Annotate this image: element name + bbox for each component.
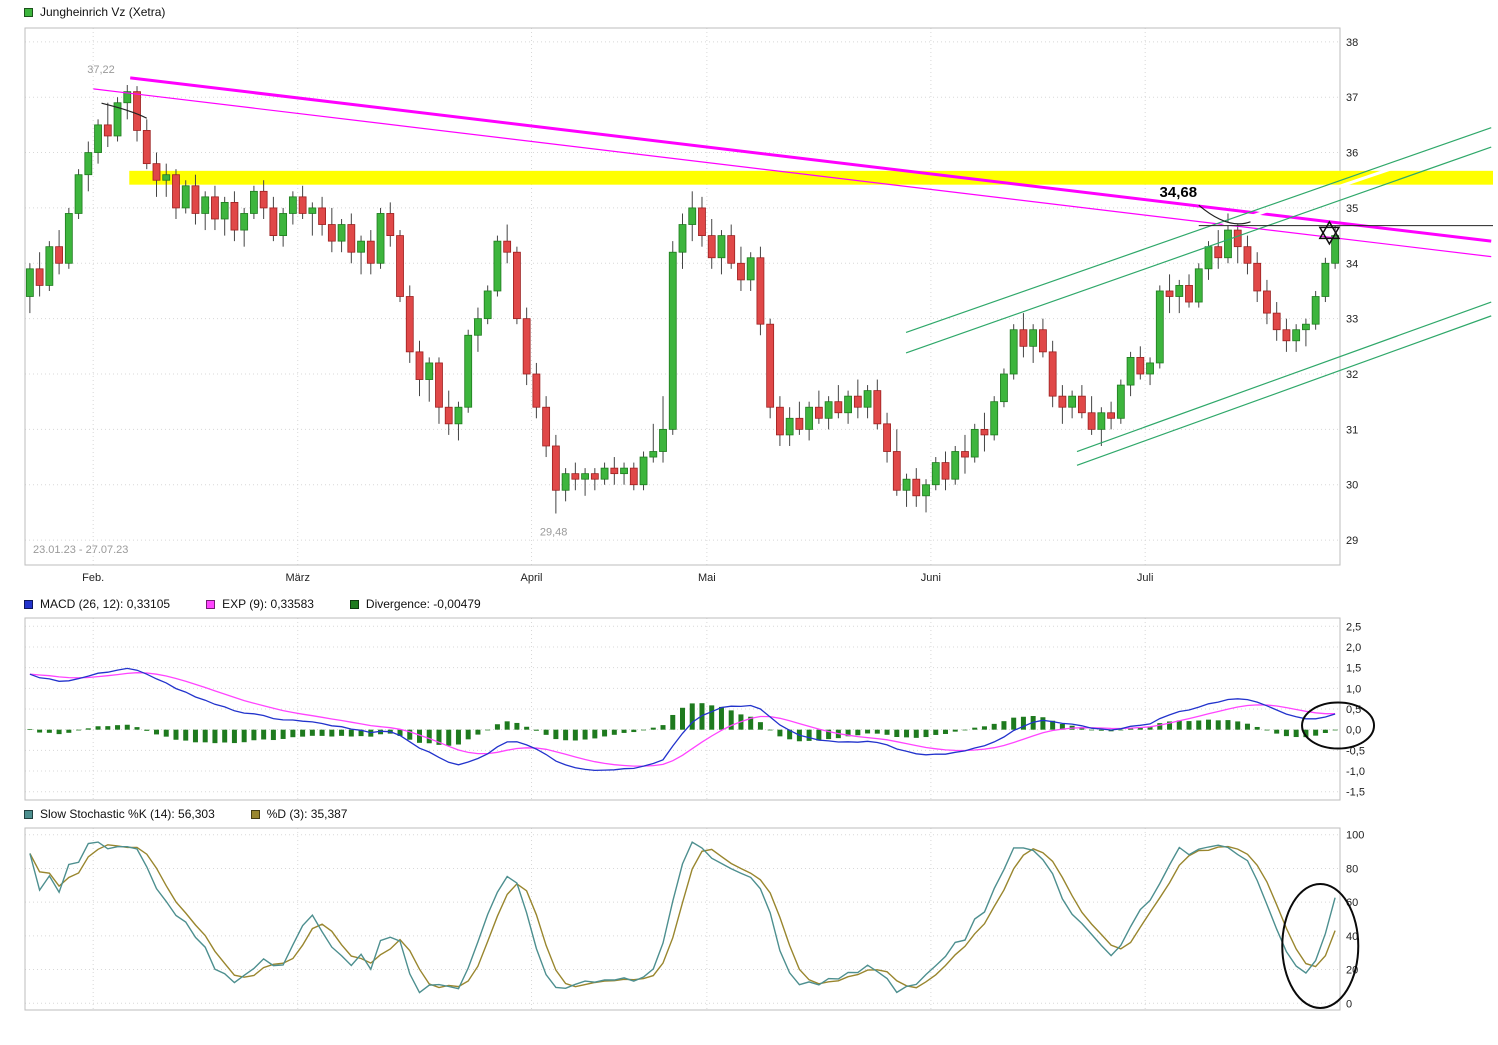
price-series-swatch (24, 7, 33, 17)
stochastic-legend: Slow Stochastic %K (14): 56,303 %D (3): … (24, 807, 347, 821)
svg-text:29: 29 (1346, 535, 1358, 547)
macd-series-swatch (24, 599, 33, 609)
macd-legend-item: MACD (26, 12): 0,33105 (24, 597, 170, 611)
price-grid: 29 30 31 32 33 34 35 36 37 38 Feb. März April Mai Juni… (24, 27, 1358, 584)
stoch-k-series-label: Slow Stochastic %K (14): 56,303 (40, 807, 215, 821)
stoch-k-legend-item: Slow Stochastic %K (14): 56,303 (24, 807, 215, 821)
svg-text:32: 32 (1346, 369, 1358, 381)
svg-text:Mai: Mai (698, 572, 716, 584)
exp-series-label: EXP (9): 0,33583 (222, 597, 314, 611)
svg-text:80: 80 (1346, 863, 1358, 875)
svg-text:0: 0 (1346, 998, 1352, 1010)
macd-lines (29, 667, 1336, 772)
svg-text:0,0: 0,0 (1346, 725, 1361, 737)
svg-text:30: 30 (1346, 480, 1358, 492)
svg-text:-0,5: -0,5 (1346, 745, 1365, 757)
divergence-series-swatch (349, 599, 359, 609)
divergence-legend-item: Divergence: -0,00479 (349, 597, 481, 611)
price-annotations: 37,22 29,48 34,68 23.01.23 - 27.07.23 (33, 64, 1251, 556)
svg-text:33: 33 (1346, 314, 1358, 326)
exp-series-swatch (206, 599, 216, 609)
price-chart-title: Jungheinrich Vz (Xetra) (40, 5, 166, 19)
svg-text:34: 34 (1346, 258, 1358, 270)
svg-text:1,0: 1,0 (1346, 683, 1361, 695)
price-chart-canvas: 29 30 31 32 33 34 35 36 37 38 Feb. März April Mai Juni… (24, 27, 1493, 584)
svg-text:35: 35 (1346, 203, 1358, 215)
svg-text:29,48: 29,48 (540, 527, 568, 539)
stoch-d-series-label: %D (3): 35,387 (266, 807, 348, 821)
macd-chart-canvas: 2,52,01,51,00,50,0-0,5-1,0-1,5 (24, 617, 1376, 801)
svg-text:37: 37 (1346, 92, 1358, 104)
svg-text:2,5: 2,5 (1346, 621, 1361, 633)
resistance-band (129, 170, 1493, 185)
stoch-d-series-swatch (250, 809, 260, 819)
svg-text:23.01.23 - 27.07.23: 23.01.23 - 27.07.23 (33, 544, 128, 556)
svg-text:34,68: 34,68 (1160, 184, 1198, 201)
stochastic-highlight-circle (1281, 882, 1360, 1009)
star-marker (1318, 220, 1341, 246)
svg-text:März: März (286, 572, 310, 584)
price-legend-item: Jungheinrich Vz (Xetra) (24, 5, 165, 19)
divergence-histogram (27, 703, 1338, 746)
svg-text:40: 40 (1346, 931, 1358, 943)
exp-legend-item: EXP (9): 0,33583 (206, 597, 314, 611)
svg-text:Juni: Juni (921, 572, 941, 584)
svg-text:-1,5: -1,5 (1346, 787, 1365, 799)
stoch-d-legend-item: %D (3): 35,387 (250, 807, 348, 821)
svg-text:37,22: 37,22 (87, 64, 115, 76)
svg-text:April: April (521, 572, 543, 584)
svg-text:36: 36 (1346, 148, 1358, 160)
candlesticks (25, 85, 1340, 514)
trend-lines (93, 76, 1492, 466)
macd-highlight-circle (1301, 701, 1376, 750)
macd-legend: MACD (26, 12): 0,33105 EXP (9): 0,33583 … (24, 597, 481, 611)
svg-text:100: 100 (1346, 830, 1364, 842)
svg-text:38: 38 (1346, 37, 1358, 49)
svg-text:Juli: Juli (1137, 572, 1154, 584)
price-chart-legend: Jungheinrich Vz (Xetra) (24, 5, 165, 19)
macd-grid: 2,52,01,51,00,50,0-0,5-1,0-1,5 (24, 617, 1365, 801)
stoch-k-series-swatch (24, 809, 33, 819)
svg-text:-1,0: -1,0 (1346, 766, 1365, 778)
divergence-series-label: Divergence: -0,00479 (365, 597, 481, 611)
svg-text:31: 31 (1346, 424, 1358, 436)
svg-text:2,0: 2,0 (1346, 642, 1361, 654)
svg-text:Feb.: Feb. (82, 572, 104, 584)
svg-text:1,5: 1,5 (1346, 663, 1361, 675)
stochastic-lines (29, 841, 1336, 994)
macd-series-label: MACD (26, 12): 0,33105 (40, 597, 171, 611)
